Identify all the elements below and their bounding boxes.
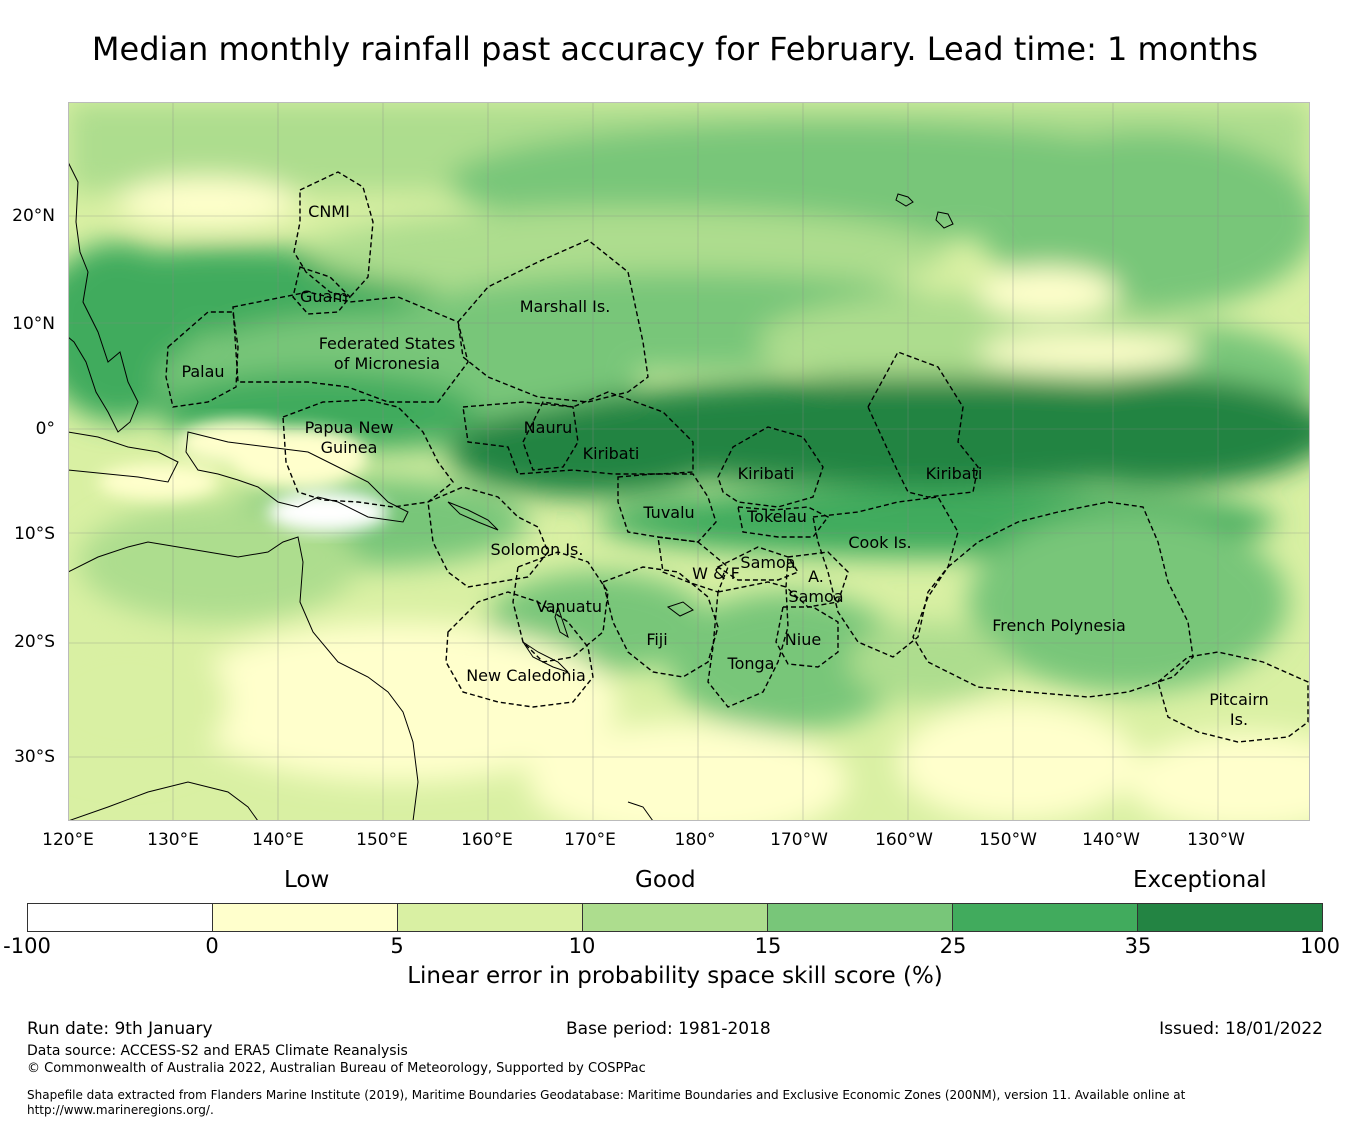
region-label: Tokelau bbox=[747, 507, 807, 526]
region-label: Marshall Is. bbox=[519, 297, 611, 316]
y-tick: 20°S bbox=[14, 632, 55, 652]
x-tick: 170°W bbox=[770, 830, 828, 850]
legend-category-good: Good bbox=[635, 867, 696, 893]
x-tick: 160°E bbox=[461, 830, 513, 850]
region-label: W & F bbox=[692, 564, 740, 583]
region-label: CNMI bbox=[308, 202, 350, 221]
legend-category-low: Low bbox=[284, 867, 330, 893]
y-tick: 30°S bbox=[14, 747, 55, 767]
map-frame bbox=[68, 102, 1310, 821]
region-label: Tuvalu bbox=[643, 503, 695, 522]
region-label: A. Samoa bbox=[788, 567, 844, 606]
colorbar-segment bbox=[1138, 904, 1322, 931]
region-label: Kiribati bbox=[737, 464, 795, 483]
region-label: Cook Is. bbox=[848, 533, 912, 552]
region-label: New Caledonia bbox=[466, 666, 586, 685]
colorbar-tick: 100 bbox=[1299, 934, 1341, 958]
copyright: © Commonwealth of Australia 2022, Austra… bbox=[27, 1061, 646, 1076]
x-tick: 150°W bbox=[979, 830, 1037, 850]
colorbar-tick: 25 bbox=[939, 934, 967, 958]
region-label: Federated States of Micronesia bbox=[318, 334, 456, 373]
region-label: Papua New Guinea bbox=[304, 418, 394, 457]
colorbar bbox=[27, 903, 1323, 932]
region-label: Palau bbox=[181, 362, 225, 381]
region-label: Tonga bbox=[727, 654, 775, 673]
x-tick: 140°E bbox=[252, 830, 304, 850]
region-label: Niue bbox=[784, 630, 822, 649]
colorbar-segment bbox=[953, 904, 1138, 931]
x-tick: 170°E bbox=[564, 830, 616, 850]
colorbar-tick: 5 bbox=[390, 934, 404, 958]
region-label: Guam bbox=[300, 287, 348, 306]
colorbar-tick: 35 bbox=[1124, 934, 1152, 958]
colorbar-label: Linear error in probability space skill … bbox=[407, 963, 943, 989]
chart-title: Median monthly rainfall past accuracy fo… bbox=[91, 30, 1259, 68]
skill-map[interactable] bbox=[68, 102, 1310, 821]
x-tick: 180° bbox=[674, 830, 716, 850]
base-period: Base period: 1981-2018 bbox=[566, 1019, 771, 1039]
colorbar-tick: 15 bbox=[754, 934, 782, 958]
region-label: Kiribati bbox=[582, 444, 640, 463]
colorbar-segment bbox=[768, 904, 953, 931]
colorbar-segment bbox=[213, 904, 398, 931]
y-tick: 0° bbox=[35, 419, 55, 439]
x-tick: 150°E bbox=[356, 830, 408, 850]
region-label: French Polynesia bbox=[992, 616, 1126, 635]
run-date: Run date: 9th January bbox=[27, 1019, 213, 1039]
colorbar-segment bbox=[28, 904, 213, 931]
colorbar-segment bbox=[583, 904, 768, 931]
graticule bbox=[68, 102, 1310, 821]
colorbar-tick: 0 bbox=[205, 934, 219, 958]
x-tick: 160°W bbox=[875, 830, 933, 850]
x-tick: 130°E bbox=[147, 830, 199, 850]
region-label: Pitcairn Is. bbox=[1209, 690, 1269, 729]
issued-date: Issued: 18/01/2022 bbox=[1159, 1019, 1323, 1039]
eez-boundaries bbox=[165, 171, 1309, 743]
data-source: Data source: ACCESS-S2 and ERA5 Climate … bbox=[27, 1043, 408, 1059]
colorbar-segment bbox=[398, 904, 583, 931]
region-label: Vanuatu bbox=[535, 597, 603, 616]
region-label: Nauru bbox=[523, 418, 573, 437]
region-label: Fiji bbox=[646, 630, 668, 649]
colorbar-tick: -100 bbox=[3, 934, 51, 958]
x-tick: 130°W bbox=[1187, 830, 1245, 850]
y-tick: 20°N bbox=[12, 206, 55, 226]
region-label: Solomon Is. bbox=[490, 540, 584, 559]
region-label: Samoa bbox=[740, 553, 796, 572]
y-tick: 10°N bbox=[12, 314, 55, 334]
x-tick: 120°E bbox=[42, 830, 94, 850]
colorbar-tick: 10 bbox=[568, 934, 596, 958]
y-tick: 10°S bbox=[14, 524, 55, 544]
legend-category-exceptional: Exceptional bbox=[1133, 867, 1267, 893]
coastlines bbox=[68, 161, 954, 821]
shapefile-credit: Shapefile data extracted from Flanders M… bbox=[27, 1088, 1186, 1117]
region-label: Kiribati bbox=[925, 464, 983, 483]
x-tick: 140°W bbox=[1082, 830, 1140, 850]
map-canvas bbox=[68, 102, 1310, 821]
